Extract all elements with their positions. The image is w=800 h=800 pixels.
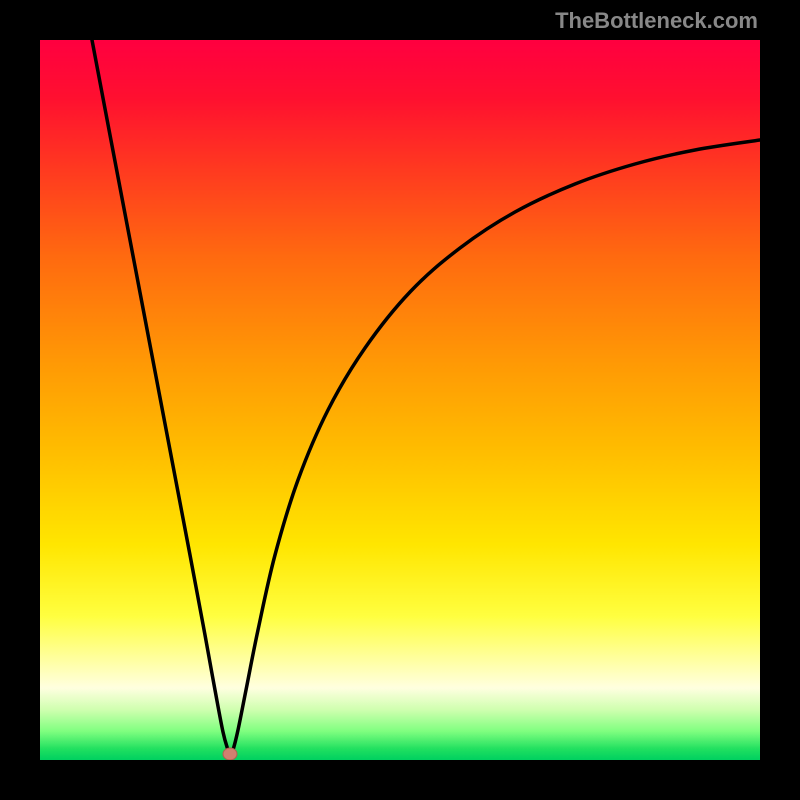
chart-container: { "chart": { "type": "line-over-gradient… (0, 0, 800, 800)
plot-area (40, 40, 760, 760)
bottleneck-curve (92, 40, 760, 756)
attribution-label: TheBottleneck.com (555, 8, 758, 34)
plot-outer-frame: TheBottleneck.com (0, 0, 800, 800)
curve-overlay (40, 40, 760, 760)
optimum-marker (223, 748, 237, 760)
